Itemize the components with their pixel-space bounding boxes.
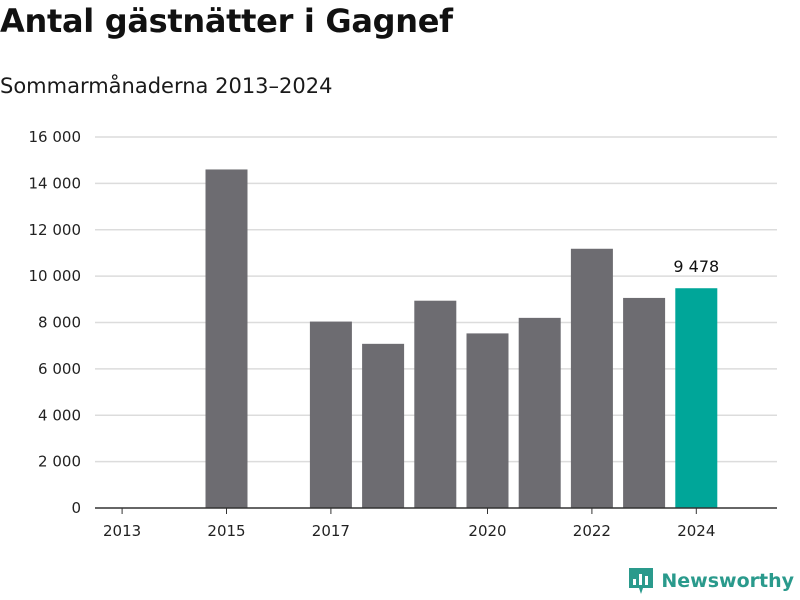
x-tick-label: 2020 bbox=[468, 522, 506, 540]
bar-2023 bbox=[623, 297, 666, 508]
bar-2022 bbox=[570, 248, 613, 509]
bar-2018 bbox=[362, 343, 405, 508]
brand-name: Newsworthy bbox=[661, 570, 794, 592]
bar-chart-logo-icon bbox=[629, 568, 654, 594]
x-tick-label: 2024 bbox=[677, 522, 715, 540]
brand-logo: Newsworthy bbox=[629, 566, 794, 596]
x-tick-label: 2022 bbox=[573, 522, 611, 540]
y-tick-label: 10 000 bbox=[29, 267, 82, 285]
y-tick-label: 16 000 bbox=[29, 128, 82, 146]
y-tick-label: 12 000 bbox=[29, 221, 82, 239]
data-labels: 9 478 bbox=[673, 257, 719, 276]
x-tick-label: 2015 bbox=[207, 522, 245, 540]
y-tick-label: 14 000 bbox=[29, 174, 82, 192]
bar-2017 bbox=[309, 321, 352, 508]
x-tick-label: 2013 bbox=[103, 522, 141, 540]
data-label: 9 478 bbox=[673, 257, 719, 276]
x-axis-tick-labels: 2013 2015 2017 2020 2022 2024 bbox=[103, 508, 715, 540]
y-tick-label: 8 000 bbox=[38, 314, 81, 332]
x-tick-label: 2017 bbox=[312, 522, 350, 540]
y-axis-tick-labels: 0 2 000 4 000 6 000 8 000 10 000 12 000 14 000 1… bbox=[29, 128, 82, 517]
y-tick-label: 6 000 bbox=[38, 360, 81, 378]
chart-title: Antal gästnätter i Gagnef bbox=[0, 2, 453, 40]
bar-2020 bbox=[466, 333, 509, 508]
bar-2015 bbox=[205, 169, 248, 508]
bar-2021 bbox=[518, 317, 561, 508]
bar-2024 bbox=[675, 288, 718, 508]
y-tick-label: 2 000 bbox=[38, 453, 81, 471]
y-tick-label: 0 bbox=[71, 499, 81, 517]
bars bbox=[205, 169, 718, 509]
bar-2019 bbox=[414, 300, 457, 508]
chart-subtitle: Sommarmånaderna 2013–2024 bbox=[0, 74, 333, 98]
y-tick-label: 4 000 bbox=[38, 406, 81, 424]
